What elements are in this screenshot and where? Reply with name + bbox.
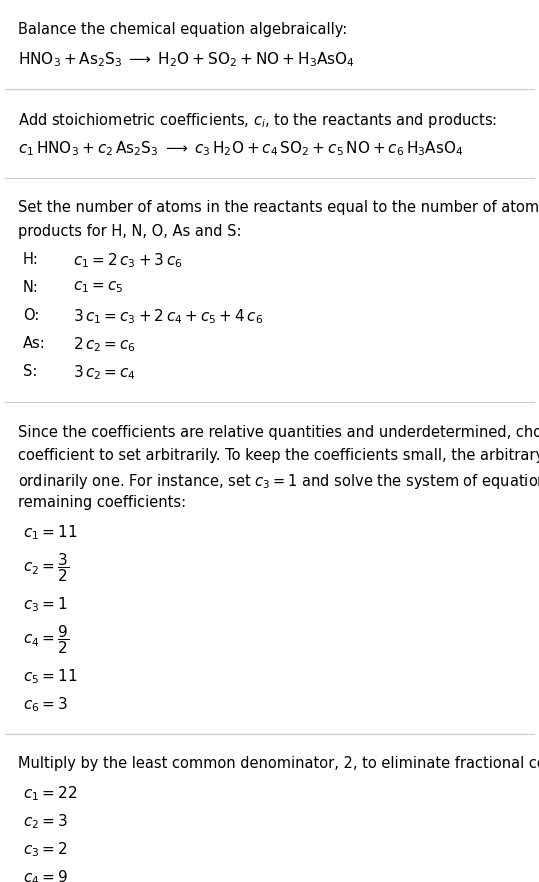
Text: remaining coefficients:: remaining coefficients: — [18, 495, 186, 510]
Text: $c_2 = \dfrac{3}{2}$: $c_2 = \dfrac{3}{2}$ — [23, 551, 69, 584]
Text: $c_1 = 11$: $c_1 = 11$ — [23, 523, 77, 542]
Text: $c_2 = 3$: $c_2 = 3$ — [23, 812, 68, 831]
Text: Since the coefficients are relative quantities and underdetermined, choose a: Since the coefficients are relative quan… — [18, 424, 539, 439]
Text: coefficient to set arbitrarily. To keep the coefficients small, the arbitrary va: coefficient to set arbitrarily. To keep … — [18, 448, 539, 463]
Text: Balance the chemical equation algebraically:: Balance the chemical equation algebraica… — [18, 22, 347, 37]
Text: S:: S: — [23, 363, 37, 378]
Text: $3\,c_1 = c_3 + 2\,c_4 + c_5 + 4\,c_6$: $3\,c_1 = c_3 + 2\,c_4 + c_5 + 4\,c_6$ — [73, 308, 264, 326]
Text: $c_4 = 9$: $c_4 = 9$ — [23, 868, 68, 882]
Text: $c_6 = 3$: $c_6 = 3$ — [23, 695, 68, 714]
Text: $c_3 = 2$: $c_3 = 2$ — [23, 840, 67, 859]
Text: $c_1\,\mathrm{HNO_3} + c_2\,\mathrm{As_2S_3} \;\longrightarrow\; c_3\,\mathrm{H_: $c_1\,\mathrm{HNO_3} + c_2\,\mathrm{As_2… — [18, 139, 464, 158]
Text: ordinarily one. For instance, set $c_3 = 1$ and solve the system of equations fo: ordinarily one. For instance, set $c_3 =… — [18, 472, 539, 490]
Text: Multiply by the least common denominator, 2, to eliminate fractional coefficient: Multiply by the least common denominator… — [18, 756, 539, 771]
Text: $3\,c_2 = c_4$: $3\,c_2 = c_4$ — [73, 363, 136, 382]
Text: $c_3 = 1$: $c_3 = 1$ — [23, 595, 67, 614]
Text: $c_4 = \dfrac{9}{2}$: $c_4 = \dfrac{9}{2}$ — [23, 623, 69, 656]
Text: As:: As: — [23, 335, 46, 350]
Text: Set the number of atoms in the reactants equal to the number of atoms in the: Set the number of atoms in the reactants… — [18, 200, 539, 215]
Text: $c_5 = 11$: $c_5 = 11$ — [23, 667, 77, 685]
Text: $c_1 = 2\,c_3 + 3\,c_6$: $c_1 = 2\,c_3 + 3\,c_6$ — [73, 251, 183, 270]
Text: Add stoichiometric coefficients, $c_i$, to the reactants and products:: Add stoichiometric coefficients, $c_i$, … — [18, 111, 497, 130]
Text: $c_1 = 22$: $c_1 = 22$ — [23, 784, 77, 803]
Text: $2\,c_2 = c_6$: $2\,c_2 = c_6$ — [73, 335, 136, 355]
Text: H:: H: — [23, 251, 39, 266]
Text: $\mathrm{HNO_3 + As_2S_3 \;\longrightarrow\; H_2O + SO_2 + NO + H_3AsO_4}$: $\mathrm{HNO_3 + As_2S_3 \;\longrightarr… — [18, 50, 355, 69]
Text: $c_1 = c_5$: $c_1 = c_5$ — [73, 280, 123, 295]
Text: N:: N: — [23, 280, 39, 295]
Text: O:: O: — [23, 308, 39, 323]
Text: products for H, N, O, As and S:: products for H, N, O, As and S: — [18, 223, 241, 238]
